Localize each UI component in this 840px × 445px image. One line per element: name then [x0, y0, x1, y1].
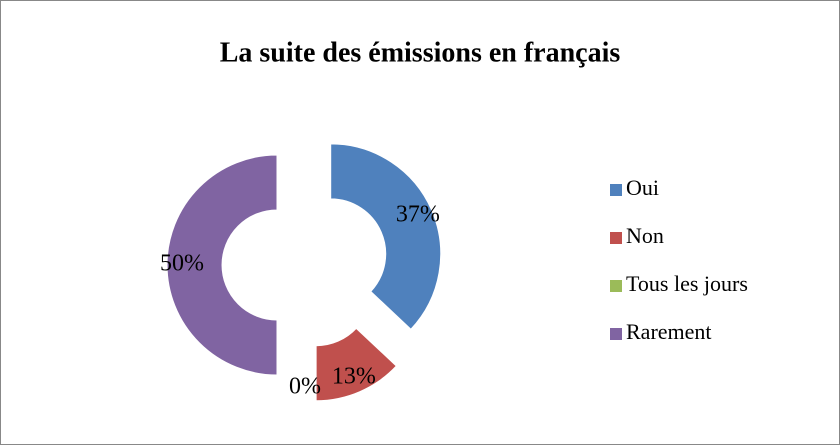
- chart-title: La suite des émissions en français: [220, 37, 621, 68]
- data-label: 0%: [289, 374, 321, 400]
- data-label: 13%: [332, 363, 376, 389]
- legend-swatch: [610, 280, 622, 292]
- legend-swatch: [610, 328, 622, 340]
- data-label: 50%: [160, 251, 204, 277]
- data-label: 37%: [396, 202, 440, 228]
- donut-slice: [330, 143, 442, 330]
- legend-label: Tous les jours: [626, 271, 748, 296]
- legend-swatch: [610, 232, 622, 244]
- legend-swatch: [610, 184, 622, 196]
- donut-slice: [166, 154, 278, 376]
- legend-label: Non: [626, 223, 664, 248]
- legend-label: Oui: [626, 175, 659, 200]
- donut-slice: [315, 327, 398, 402]
- legend-label: Rarement: [626, 319, 712, 344]
